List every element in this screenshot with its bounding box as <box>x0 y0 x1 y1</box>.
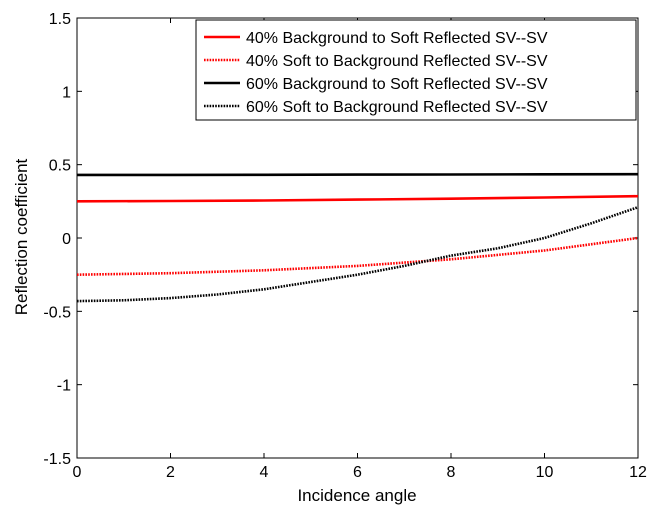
series-line-3 <box>77 172 639 177</box>
y-axis: -1.5 -1 -0.5 0 0.5 1 1.5 <box>43 11 638 468</box>
y-tick-label: 1.5 <box>49 11 71 28</box>
legend-label-2: 40% Soft to Background Reflected SV--SV <box>246 53 548 70</box>
x-axis: 0 2 4 6 8 10 12 <box>73 18 647 481</box>
x-tick-label: 6 <box>353 464 362 481</box>
series-layer <box>76 172 639 303</box>
y-tick-label: 1 <box>62 84 71 101</box>
legend: 40% Background to Soft Reflected SV--SV 4… <box>195 19 637 121</box>
x-tick-label: 0 <box>73 464 82 481</box>
legend-label-1: 40% Background to Soft Reflected SV--SV <box>246 30 548 47</box>
x-tick-label: 12 <box>629 464 647 481</box>
x-tick-label: 4 <box>260 464 269 481</box>
y-tick-label: -1 <box>57 378 71 395</box>
y-tick-label: 0 <box>62 231 71 248</box>
legend-box <box>195 19 637 121</box>
x-tick-label: 2 <box>166 464 175 481</box>
legend-label-4: 60% Soft to Background Reflected SV--SV <box>246 99 548 116</box>
series-line-2 <box>76 236 639 276</box>
x-tick-label: 10 <box>536 464 554 481</box>
x-axis-label: Incidence angle <box>297 486 416 505</box>
series-line-1 <box>76 194 639 203</box>
legend-label-3: 60% Background to Soft Reflected SV--SV <box>246 76 548 93</box>
y-tick-label: -1.5 <box>43 451 71 468</box>
y-axis-label: Reflection coefficient <box>12 158 31 315</box>
x-tick-label: 8 <box>447 464 456 481</box>
y-tick-label: -0.5 <box>43 304 71 321</box>
series-line-4 <box>76 205 639 303</box>
y-tick-label: 0.5 <box>49 158 71 175</box>
